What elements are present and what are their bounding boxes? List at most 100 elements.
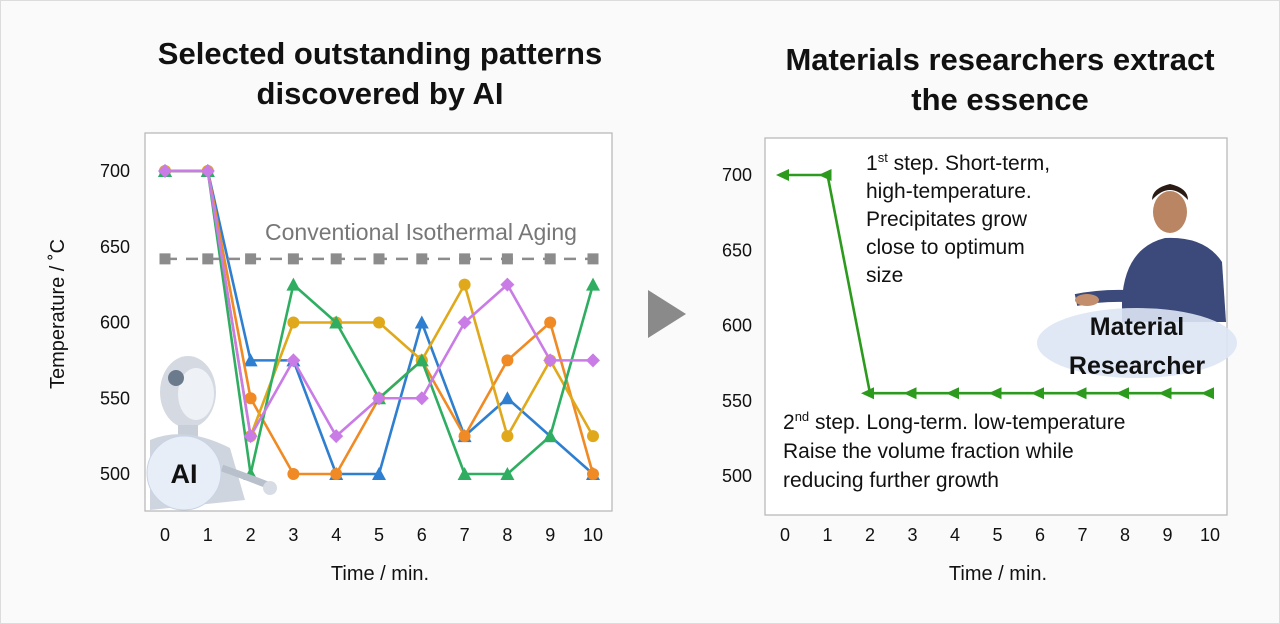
left-point-purple [457, 315, 472, 330]
right-point-two-step [903, 387, 917, 400]
right-x-tick-label: 3 [907, 525, 917, 545]
first-step-note: 1st step. Short-term, high-temperature. … [866, 150, 1056, 287]
left-point-purple [414, 391, 429, 406]
left-point-green [457, 467, 472, 480]
second-step-line-3: reducing further growth [783, 469, 999, 492]
left-y-tick-label: 600 [100, 313, 130, 333]
left-point-conventional-isothermal-aging [202, 253, 214, 265]
left-point-green [329, 315, 344, 329]
researcher-badge-line-2: Researcher [1069, 352, 1205, 380]
left-point-gold [458, 278, 471, 291]
left-point-green [586, 277, 600, 291]
left-point-purple [329, 429, 344, 444]
left-point-gold [373, 316, 385, 329]
left-point-orange [244, 392, 257, 405]
left-point-conventional-isothermal-aging [245, 253, 257, 265]
left-x-tick-label: 9 [545, 525, 555, 545]
first-step-line-5: size [866, 264, 903, 287]
second-step-number: 2 [783, 411, 795, 434]
left-y-axis-label: Temperature / ˚C [47, 239, 69, 389]
left-point-blue [372, 467, 386, 480]
right-point-two-step [1031, 387, 1044, 400]
left-point-purple [586, 353, 600, 368]
left-point-conventional-isothermal-aging [416, 253, 428, 265]
left-y-tick-label: 500 [100, 464, 130, 484]
left-point-green [414, 353, 429, 367]
left-point-orange [458, 430, 471, 443]
conventional-aging-label: Conventional Isothermal Aging [265, 219, 577, 245]
left-point-conventional-isothermal-aging [159, 253, 171, 265]
right-x-axis-label: Time / min. [949, 563, 1047, 585]
first-step-line-1: step. Short-term, [888, 152, 1050, 175]
right-x-tick-label: 1 [822, 525, 832, 545]
right-y-tick-label: 550 [722, 391, 752, 411]
researcher-illustration [1074, 184, 1226, 322]
left-point-conventional-isothermal-aging [501, 253, 513, 265]
left-x-tick-label: 3 [288, 525, 298, 545]
left-title-line-2: discovered by AI [256, 76, 504, 111]
right-y-tick-label: 600 [722, 316, 752, 336]
left-x-tick-label: 8 [502, 525, 512, 545]
left-point-purple [243, 429, 258, 444]
right-x-tick-label: 8 [1120, 525, 1130, 545]
right-y-tick-label: 500 [722, 466, 752, 486]
left-point-conventional-isothermal-aging [330, 253, 342, 265]
right-x-tick-label: 0 [780, 525, 790, 545]
left-x-tick-label: 4 [331, 525, 341, 545]
left-title-line-1: Selected outstanding patterns [157, 36, 603, 71]
first-step-sup: st [878, 150, 889, 165]
left-point-green [286, 277, 301, 291]
first-step-line-3: Precipitates grow [866, 208, 1028, 231]
ai-badge [146, 435, 222, 511]
next-arrow-icon [648, 290, 686, 338]
right-point-two-step [1201, 387, 1214, 400]
left-point-blue [243, 353, 258, 367]
left-x-tick-label: 2 [246, 525, 256, 545]
researcher-badge-line-1: Material [1090, 313, 1184, 341]
right-x-tick-label: 5 [992, 525, 1002, 545]
left-x-axis-label: Time / min. [331, 563, 429, 585]
right-title-line-2: the essence [911, 82, 1089, 117]
second-step-line-1: step. Long-term. low-temperature [809, 411, 1125, 434]
first-step-line-4: close to optimum [866, 236, 1025, 259]
left-x-tick-label: 0 [160, 525, 170, 545]
left-y-tick-label: 550 [100, 388, 130, 408]
left-y-tick-label: 650 [100, 237, 130, 257]
left-point-conventional-isothermal-aging [587, 253, 599, 265]
left-point-orange [501, 354, 514, 367]
left-point-blue [414, 315, 429, 329]
left-point-purple [543, 353, 558, 368]
right-point-two-step [988, 387, 1002, 400]
right-y-tick-label: 650 [722, 240, 752, 260]
right-point-two-step [1116, 387, 1129, 400]
left-point-orange [287, 468, 300, 480]
right-title-line-1: Materials researchers extract [785, 42, 1215, 77]
second-step-line-2: Raise the volume fraction while [783, 440, 1074, 463]
left-panel-title: Selected outstanding patterns discovered… [80, 34, 680, 114]
left-point-green [543, 429, 558, 443]
left-point-orange [544, 316, 557, 329]
right-point-two-step [776, 169, 789, 181]
right-x-tick-label: 9 [1162, 525, 1172, 545]
left-point-blue [500, 391, 515, 405]
left-x-tick-label: 5 [374, 525, 384, 545]
right-x-tick-label: 4 [950, 525, 960, 545]
left-point-conventional-isothermal-aging [459, 253, 471, 265]
right-y-tick-label: 700 [722, 165, 752, 185]
left-point-green [500, 467, 515, 480]
first-step-number: 1 [866, 152, 878, 175]
left-point-gold [501, 430, 514, 443]
right-point-two-step [1073, 387, 1087, 400]
left-point-gold [587, 430, 599, 443]
left-point-orange [330, 468, 343, 480]
left-point-purple [372, 391, 386, 406]
right-x-tick-label: 7 [1077, 525, 1087, 545]
ai-badge-label: AI [171, 459, 198, 489]
left-point-conventional-isothermal-aging [544, 253, 556, 265]
right-point-two-step [818, 169, 832, 181]
left-x-tick-label: 10 [583, 525, 603, 545]
researcher-badge [1037, 308, 1237, 378]
left-y-tick-label: 700 [100, 161, 130, 181]
left-point-gold [287, 316, 300, 329]
